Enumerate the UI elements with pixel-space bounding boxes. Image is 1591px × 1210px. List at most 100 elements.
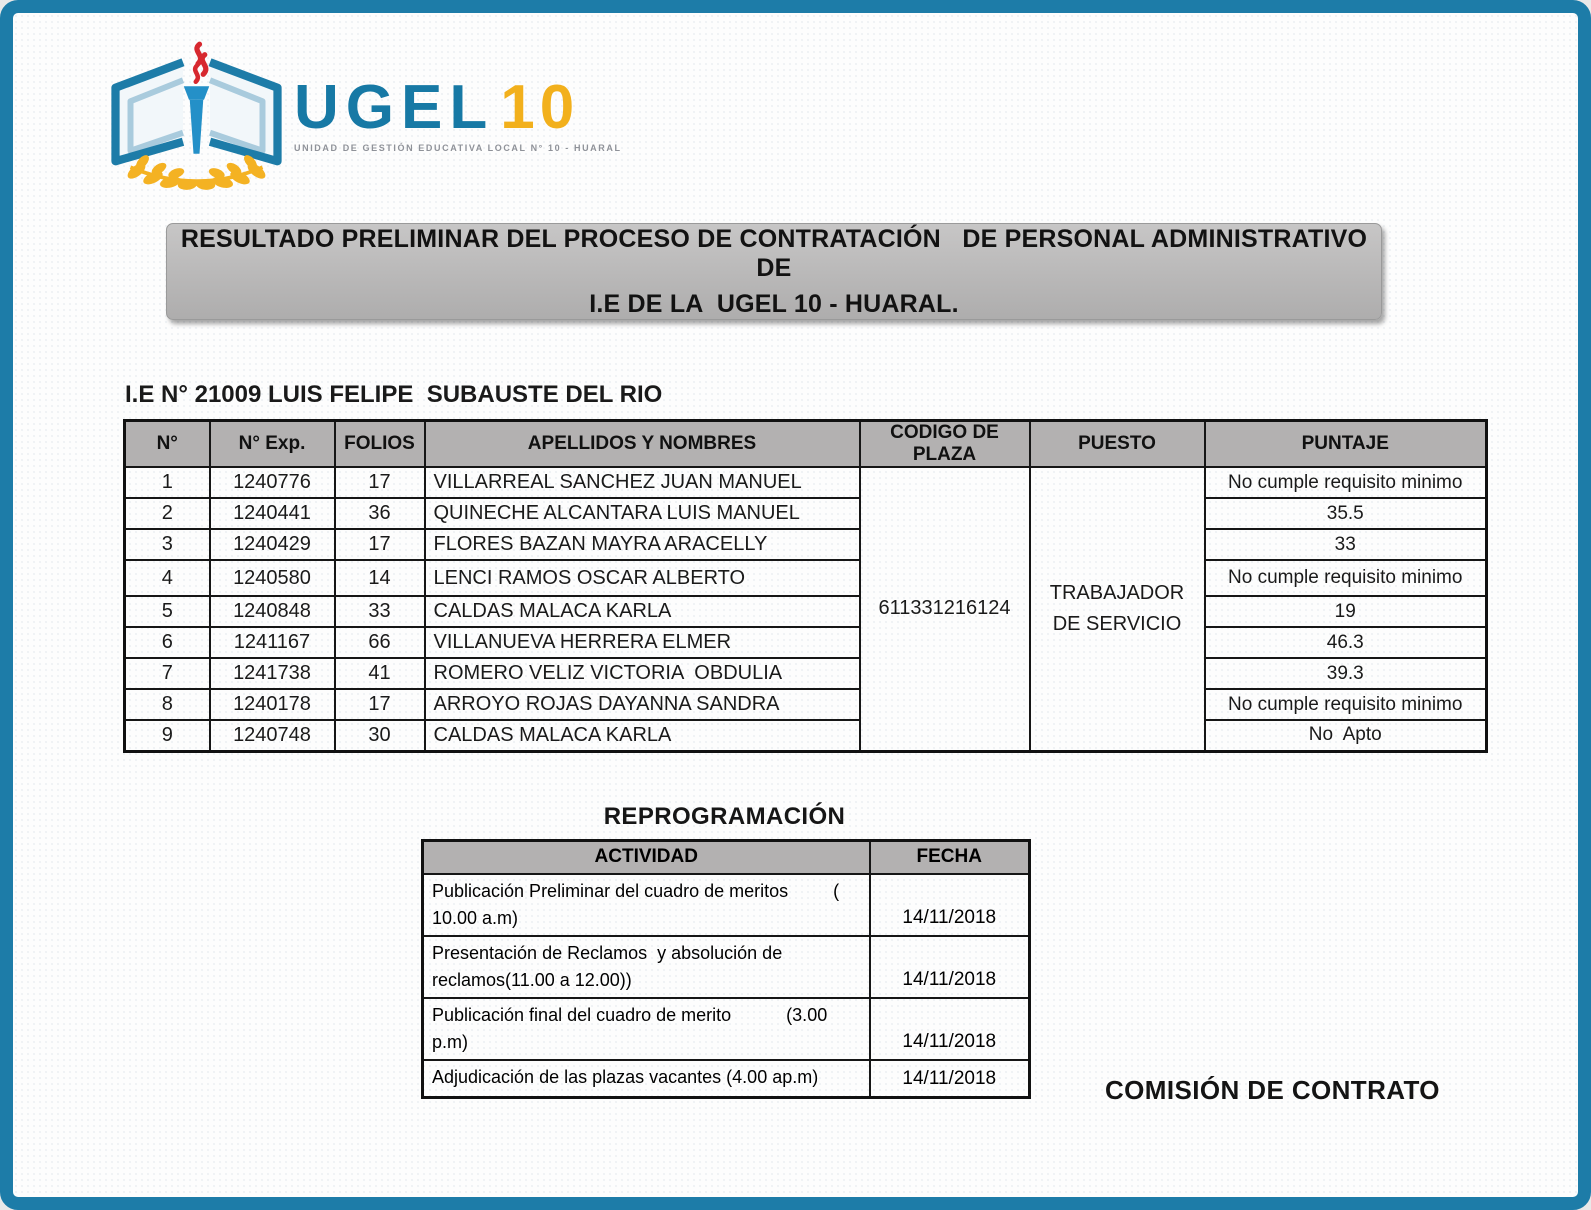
header-fecha: FECHA <box>868 839 1031 875</box>
logo-brand-text: UGEL <box>294 73 495 142</box>
reprog-row: Adjudicación de las plazas vacantes (4.0… <box>421 1058 1031 1099</box>
title-line-2: I.E DE LA UGEL 10 - HUARAL. <box>589 289 959 318</box>
cell-puntaje: No cumple requisito minimo <box>1203 466 1488 499</box>
reprog-row: Publicación Preliminar del cuadro de mer… <box>421 872 1031 937</box>
table-row: 7 1241738 41 ROMERO VELIZ VICTORIA OBDUL… <box>123 657 1488 690</box>
actividad-cell: Presentación de Reclamos y absolución de… <box>421 934 871 999</box>
actividad-line: reclamos(11.00 a 12.00)) <box>432 969 632 990</box>
codigo-de-plaza-cell: 611331216124 <box>858 466 1031 752</box>
cell-folios: 41 <box>333 657 426 690</box>
puesto-cell: TRABAJADOR DE SERVICIO <box>1028 466 1206 752</box>
header-actividad: ACTIVIDAD <box>421 839 871 875</box>
cell-exp: 1241738 <box>208 657 336 690</box>
table-row: 8 1240178 17 ARROYO ROJAS DAYANNA SANDRA… <box>123 688 1488 721</box>
fecha-cell: 14/11/2018 <box>868 872 1031 937</box>
logo-caption: UNIDAD DE GESTIÓN EDUCATIVA LOCAL N° 10 … <box>294 143 622 153</box>
header-n: N° <box>123 419 211 468</box>
cell-n: 9 <box>123 719 211 752</box>
reprog-row: Presentación de Reclamos y absolución de… <box>421 934 1031 999</box>
header-nombres: APELLIDOS Y NOMBRES <box>423 419 861 468</box>
actividad-cell: Adjudicación de las plazas vacantes (4.0… <box>421 1058 871 1099</box>
cell-n: 7 <box>123 657 211 690</box>
cell-puntaje: No cumple requisito minimo <box>1203 688 1488 721</box>
actividad-line: Adjudicación de las plazas vacantes (4.0… <box>432 1066 819 1087</box>
cell-puntaje: 35.5 <box>1203 497 1488 530</box>
cell-exp: 1240848 <box>208 595 336 628</box>
header-puntaje: PUNTAJE <box>1203 419 1488 468</box>
cell-folios: 66 <box>333 626 426 659</box>
logo-brand-number: 10 <box>500 73 580 142</box>
cell-n: 8 <box>123 688 211 721</box>
actividad-line: p.m) <box>432 1031 468 1052</box>
cell-exp: 1240441 <box>208 497 336 530</box>
cell-nombre: LENCI RAMOS OSCAR ALBERTO <box>423 559 861 597</box>
fecha-cell: 14/11/2018 <box>868 1058 1031 1099</box>
ugel-logo: UGEL 10 UNIDAD DE GESTIÓN EDUCATIVA LOCA… <box>99 21 622 216</box>
cell-exp: 1240429 <box>208 528 336 561</box>
results-table: N° N° Exp. FOLIOS APELLIDOS Y NOMBRES CO… <box>123 419 1488 753</box>
cell-puntaje: 39.3 <box>1203 657 1488 690</box>
actividad-line: Publicación final del cuadro de merito (… <box>432 1004 828 1025</box>
actividad-line: Publicación Preliminar del cuadro de mer… <box>432 880 840 901</box>
fecha-cell: 14/11/2018 <box>868 934 1031 999</box>
header-folios: FOLIOS <box>333 419 426 468</box>
fecha-cell: 14/11/2018 <box>868 996 1031 1061</box>
cell-nombre: FLORES BAZAN MAYRA ARACELLY <box>423 528 861 561</box>
table-row: 4 1240580 14 LENCI RAMOS OSCAR ALBERTO N… <box>123 559 1488 597</box>
cell-puntaje: 33 <box>1203 528 1488 561</box>
cell-folios: 33 <box>333 595 426 628</box>
cell-n: 1 <box>123 466 211 499</box>
cell-nombre: VILLARREAL SANCHEZ JUAN MANUEL <box>423 466 861 499</box>
cell-folios: 14 <box>333 559 426 597</box>
reprog-header-row: ACTIVIDAD FECHA <box>421 839 1031 875</box>
cell-folios: 17 <box>333 528 426 561</box>
cell-folios: 30 <box>333 719 426 752</box>
results-header-row: N° N° Exp. FOLIOS APELLIDOS Y NOMBRES CO… <box>123 419 1488 468</box>
cell-n: 5 <box>123 595 211 628</box>
cell-n: 4 <box>123 559 211 597</box>
logo-wordmark: UGEL 10 UNIDAD DE GESTIÓN EDUCATIVA LOCA… <box>294 73 622 154</box>
cell-nombre: CALDAS MALACA KARLA <box>423 595 861 628</box>
cell-exp: 1240776 <box>208 466 336 499</box>
cell-nombre: ROMERO VELIZ VICTORIA OBDULIA <box>423 657 861 690</box>
header-puesto: PUESTO <box>1028 419 1206 468</box>
section-heading: I.E N° 21009 LUIS FELIPE SUBAUSTE DEL RI… <box>125 381 663 408</box>
ugel-emblem-icon <box>111 41 282 190</box>
cell-puntaje: No cumple requisito minimo <box>1203 559 1488 597</box>
signature-title: COMISIÓN DE CONTRATO <box>1105 1075 1440 1105</box>
cell-nombre: CALDAS MALACA KARLA <box>423 719 861 752</box>
cell-nombre: ARROYO ROJAS DAYANNA SANDRA <box>423 688 861 721</box>
table-row: 3 1240429 17 FLORES BAZAN MAYRA ARACELLY… <box>123 528 1488 561</box>
cell-exp: 1240178 <box>208 688 336 721</box>
reprogramacion-heading: REPROGRAMACIÓN <box>603 803 846 830</box>
cell-puntaje: No Apto <box>1203 719 1488 752</box>
table-row: 5 1240848 33 CALDAS MALACA KARLA 19 <box>123 595 1488 628</box>
actividad-line: 10.00 a.m) <box>432 907 519 928</box>
table-row: 6 1241167 66 VILLANUEVA HERRERA ELMER 46… <box>123 626 1488 659</box>
title-banner: RESULTADO PRELIMINAR DEL PROCESO DE CONT… <box>166 223 1382 320</box>
cell-folios: 17 <box>333 466 426 499</box>
actividad-line: Presentación de Reclamos y absolución de <box>432 942 783 963</box>
cell-puntaje: 19 <box>1203 595 1488 628</box>
cell-nombre: VILLANUEVA HERRERA ELMER <box>423 626 861 659</box>
actividad-cell: Publicación Preliminar del cuadro de mer… <box>421 872 871 937</box>
table-row: 2 1240441 36 QUINECHE ALCANTARA LUIS MAN… <box>123 497 1488 530</box>
actividad-cell: Publicación final del cuadro de merito (… <box>421 996 871 1061</box>
table-row: 1 1240776 17 VILLARREAL SANCHEZ JUAN MAN… <box>123 466 1488 752</box>
cell-n: 6 <box>123 626 211 659</box>
header-codigo: CODIGO DE PLAZA <box>858 419 1031 468</box>
cell-exp: 1241167 <box>208 626 336 659</box>
reprogramacion-table: ACTIVIDAD FECHA Publicación Preliminar d… <box>421 839 1031 1099</box>
cell-n: 3 <box>123 528 211 561</box>
reprog-row: Publicación final del cuadro de merito (… <box>421 996 1031 1061</box>
cell-folios: 36 <box>333 497 426 530</box>
cell-exp: 1240748 <box>208 719 336 752</box>
cell-folios: 17 <box>333 688 426 721</box>
header-exp: N° Exp. <box>208 419 336 468</box>
title-line-1: RESULTADO PRELIMINAR DEL PROCESO DE CONT… <box>180 224 1382 282</box>
cell-nombre: QUINECHE ALCANTARA LUIS MANUEL <box>423 497 861 530</box>
cell-puntaje: 46.3 <box>1203 626 1488 659</box>
cell-n: 2 <box>123 497 211 530</box>
table-row: 9 1240748 30 CALDAS MALACA KARLA No Apto <box>123 719 1488 752</box>
